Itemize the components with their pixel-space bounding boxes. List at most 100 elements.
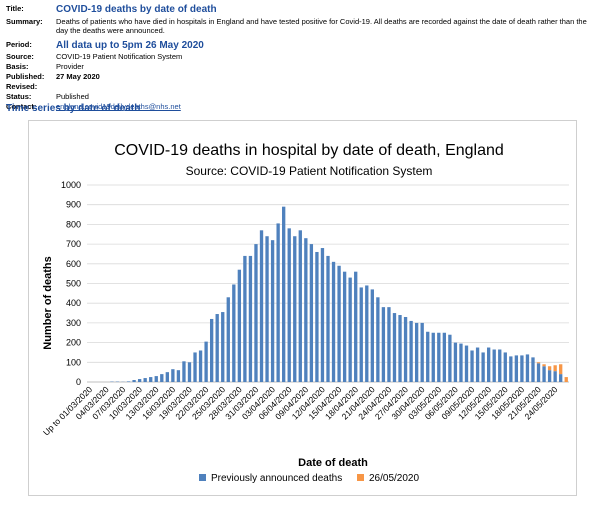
meta-status: Published	[56, 92, 89, 101]
bar	[331, 261, 336, 382]
deaths-bar-chart: COVID-19 deaths in hospital by date of d…	[41, 142, 569, 484]
bar	[564, 377, 568, 382]
bar	[431, 332, 435, 382]
bar	[559, 374, 563, 382]
x-axis-ticks: Up to 01/03/202004/03/202007/03/202010/0…	[41, 384, 560, 437]
meta-title-row: Title: COVID-19 deaths by date of death	[6, 4, 596, 16]
bar	[270, 240, 275, 382]
bar	[531, 357, 535, 382]
bar	[171, 369, 175, 382]
meta-basis-row: Basis: Provider	[6, 62, 596, 72]
contact-email-link[interactable]: england.covid19dailydeaths@nhs.net	[56, 102, 181, 111]
bar	[243, 255, 247, 382]
bar	[464, 345, 469, 382]
bar	[160, 374, 164, 382]
bar	[387, 307, 391, 382]
bar	[342, 271, 347, 382]
bar	[448, 334, 452, 382]
bar	[381, 307, 386, 382]
bar	[149, 377, 153, 382]
bar	[320, 248, 325, 382]
bar	[126, 381, 131, 382]
bar	[265, 236, 269, 382]
meta-published: 27 May 2020	[56, 72, 100, 81]
bar	[542, 366, 546, 382]
bar	[176, 370, 181, 382]
meta-status-row: Status: Published	[6, 92, 596, 102]
bar	[553, 365, 557, 372]
bars	[110, 206, 568, 382]
y-tick-label: 700	[66, 239, 81, 249]
bar	[165, 372, 169, 382]
bar	[536, 363, 541, 382]
bar	[182, 361, 186, 382]
bar	[426, 331, 430, 382]
bar	[198, 350, 203, 382]
meta-source: COVID-19 Patient Notification System	[56, 52, 183, 61]
bar	[481, 352, 485, 382]
bar	[326, 255, 330, 382]
bar	[525, 354, 530, 382]
bar	[547, 366, 552, 371]
y-tick-label: 800	[66, 219, 81, 229]
bar	[304, 238, 308, 382]
meta-label: Basis:	[6, 62, 29, 71]
bar	[437, 332, 441, 382]
y-tick-label: 200	[66, 338, 81, 348]
legend-swatch	[357, 474, 364, 481]
meta-revised-row: Revised:	[6, 82, 596, 92]
bar	[403, 316, 408, 382]
meta-revised	[56, 82, 596, 92]
bar	[354, 271, 358, 382]
bar	[309, 244, 314, 382]
y-tick-label: 0	[76, 377, 81, 387]
meta-published-row: Published: 27 May 2020	[6, 72, 596, 82]
bar	[187, 362, 192, 382]
meta-contact-row: Contact: england.covid19dailydeaths@nhs.…	[6, 102, 596, 112]
meta-label: Status:	[6, 92, 32, 101]
chart-title: COVID-19 deaths in hospital by date of d…	[114, 142, 504, 159]
bar	[536, 362, 541, 364]
legend-label: 26/05/2020	[369, 473, 419, 484]
bar	[254, 244, 258, 382]
bar	[453, 342, 458, 382]
bar	[559, 364, 563, 375]
legend: Previously announced deaths 26/05/2020	[199, 473, 419, 484]
bar	[193, 352, 197, 382]
bar	[509, 356, 513, 382]
bar	[132, 380, 136, 382]
bar	[154, 376, 158, 382]
bar	[487, 347, 491, 382]
bar	[137, 379, 142, 382]
bar	[259, 230, 264, 382]
meta-source-row: Source: COVID-19 Patient Notification Sy…	[6, 52, 596, 62]
meta-label: Period:	[6, 40, 32, 49]
meta-title: COVID-19 deaths by date of death	[56, 4, 217, 15]
bar	[475, 347, 480, 382]
bar	[237, 269, 242, 382]
y-tick-label: 1000	[61, 180, 81, 190]
bar	[248, 255, 253, 382]
bar	[547, 370, 552, 382]
meta-label: Source:	[6, 52, 34, 61]
bar	[498, 349, 502, 382]
meta-label: Revised:	[6, 82, 38, 91]
y-axis-ticks: 0 100 200 300 400 500 600 700 800 900 1000	[61, 180, 81, 387]
bar	[337, 265, 341, 382]
bar	[409, 320, 413, 382]
bar	[376, 297, 380, 382]
chart-subtitle: Source: COVID-19 Patient Notification Sy…	[186, 164, 433, 178]
bar	[503, 352, 507, 382]
bar	[359, 287, 363, 382]
y-tick-label: 100	[66, 357, 81, 367]
bar	[398, 315, 402, 382]
bar	[520, 355, 524, 382]
bar	[370, 289, 374, 382]
x-axis-label: Date of death	[298, 457, 368, 469]
bar	[542, 364, 546, 367]
y-tick-label: 300	[66, 318, 81, 328]
bar	[365, 285, 369, 382]
bar	[215, 314, 219, 382]
bar	[553, 371, 557, 382]
bar	[298, 230, 302, 382]
